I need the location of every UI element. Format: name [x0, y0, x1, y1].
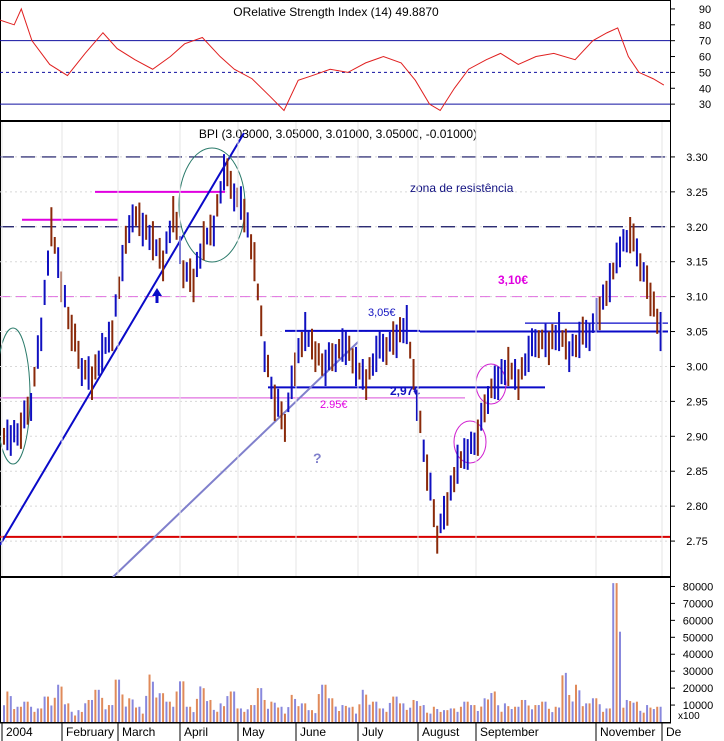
- rsi-tick-label: 60: [699, 52, 711, 64]
- rsi-levels: [0, 40, 670, 105]
- rsi-title: ORelative Strength Index (14) 49.8870: [233, 5, 439, 19]
- price-bars: [3, 154, 662, 554]
- x-tick-label: August: [422, 725, 460, 739]
- x-tick-label: June: [300, 725, 326, 739]
- x-tick-label: November: [600, 725, 655, 739]
- rsi-line: [0, 7, 665, 112]
- price-tick-label: 3.30: [686, 152, 707, 164]
- x-tick-label: De: [666, 725, 682, 739]
- rsi-y-axis: 90 80 70 60 50 40 30: [670, 4, 711, 111]
- level-297-label: 2,97€: [390, 384, 420, 398]
- level-305-label: 3,05€: [368, 307, 396, 319]
- rsi-tick-label: 50: [699, 67, 711, 79]
- volume-tick-label: 40000: [683, 649, 714, 661]
- volume-bars: [3, 583, 662, 722]
- x-tick-label: February: [66, 725, 114, 739]
- secondary-trend-line: [112, 341, 359, 578]
- rsi-tick-label: 90: [699, 4, 711, 16]
- price-tick-label: 3.05: [686, 327, 707, 339]
- rsi-tick-label: 80: [699, 20, 711, 32]
- resistance-zone-label: zona de resistência: [410, 181, 514, 195]
- price-tick-label: 3.10: [686, 292, 707, 304]
- price-panel: BPI (3.03000, 3.05000, 3.01000, 3.05000,…: [0, 121, 708, 578]
- x-tick-label: April: [184, 725, 208, 739]
- price-tick-label: 3.15: [686, 257, 707, 269]
- price-tick-label: 2.80: [686, 501, 707, 513]
- rsi-panel-border: [0, 0, 671, 121]
- x-tick-label: September: [480, 725, 539, 739]
- level-295-label: 2.95€: [320, 399, 348, 411]
- price-title: BPI (3.03000, 3.05000, 3.01000, 3.05000,…: [199, 127, 477, 141]
- x-axis: 2004 February March April May June July August S…: [0, 122, 682, 741]
- rsi-panel: ORelative Strength Index (14) 49.8870 90…: [0, 0, 711, 121]
- level-310-label: 3,10€: [498, 273, 528, 287]
- ellipse-january: [0, 327, 31, 465]
- x-tick-label: 2004: [6, 725, 33, 739]
- volume-tick-label: 10000: [683, 700, 714, 712]
- rsi-tick-label: 40: [699, 83, 711, 95]
- volume-unit: x100: [678, 711, 700, 722]
- x-tick-label: May: [242, 725, 265, 739]
- volume-tick-label: 80000: [683, 581, 714, 593]
- volume-tick-label: 30000: [683, 666, 714, 678]
- volume-panel: 80000 70000 60000 50000 40000 30000 20000 10000…: [0, 577, 713, 723]
- price-tick-label: 2.85: [686, 466, 707, 478]
- ellipse-august: [453, 420, 487, 464]
- question-mark: ?: [313, 450, 322, 466]
- price-tick-label: 2.95: [686, 396, 707, 408]
- uptrend-line: [0, 132, 245, 546]
- x-tick-label: July: [362, 725, 383, 739]
- price-overlays: [0, 132, 670, 578]
- price-tick-label: 2.75: [686, 536, 707, 548]
- volume-y-axis: 80000 70000 60000 50000 40000 30000 20000 10000: [670, 581, 713, 712]
- rsi-tick-label: 30: [699, 99, 711, 111]
- price-tick-label: 3.25: [686, 187, 707, 199]
- volume-tick-label: 50000: [683, 632, 714, 644]
- price-tick-label: 2.90: [686, 431, 707, 443]
- price-tick-label: 3.20: [686, 222, 707, 234]
- rsi-tick-label: 70: [699, 36, 711, 48]
- price-tick-label: 3.00: [686, 361, 707, 373]
- up-arrow-icon: [152, 288, 162, 303]
- volume-tick-label: 60000: [683, 615, 714, 627]
- x-tick-label: March: [122, 725, 155, 739]
- volume-tick-label: 70000: [683, 598, 714, 610]
- volume-tick-label: 20000: [683, 683, 714, 695]
